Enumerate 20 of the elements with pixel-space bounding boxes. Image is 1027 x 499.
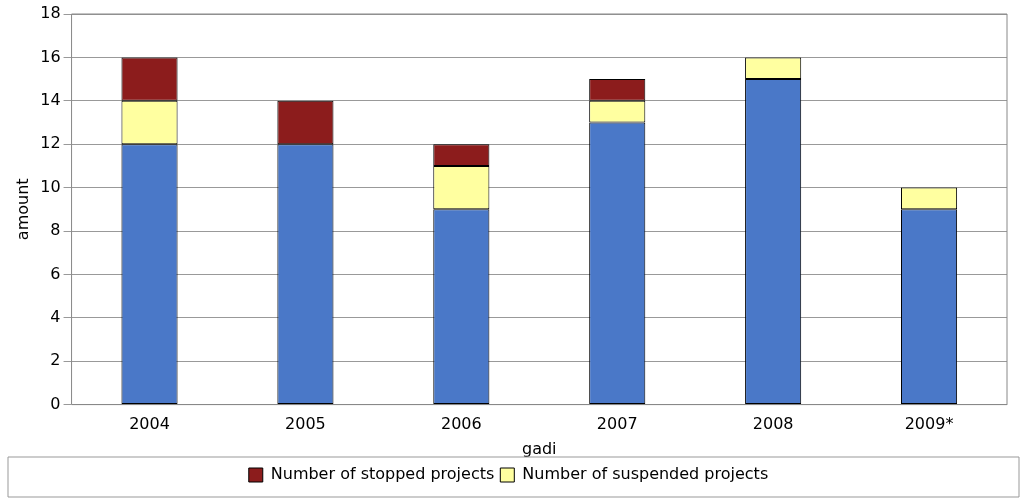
y-tick-label: 10 (40, 176, 61, 196)
legend-label: Number of stopped projects (270, 464, 495, 484)
x-axis-title: gadi (522, 438, 557, 458)
y-tick-label: 12 (40, 133, 61, 153)
x-tick-label: 2007 (596, 414, 638, 434)
y-tick-label: 2 (50, 350, 61, 370)
y-tick-label: 6 (50, 263, 61, 283)
y-tick-label: 18 (40, 3, 61, 23)
legend-label: Number of suspended projects (522, 464, 769, 484)
x-tick-label: 2004 (129, 414, 170, 434)
y-axis-title: amount (12, 178, 32, 241)
x-tick-label: 2006 (440, 414, 482, 434)
y-tick-label: 0 (50, 393, 61, 413)
x-tick-label: 2009* (904, 414, 954, 434)
y-tick-label: 4 (50, 306, 61, 326)
x-tick-label: 2005 (285, 414, 326, 434)
y-tick-label: 14 (40, 89, 61, 109)
x-tick-label: 2008 (752, 414, 794, 434)
y-tick-label: 16 (40, 46, 61, 66)
y-tick-label: 8 (50, 220, 61, 240)
